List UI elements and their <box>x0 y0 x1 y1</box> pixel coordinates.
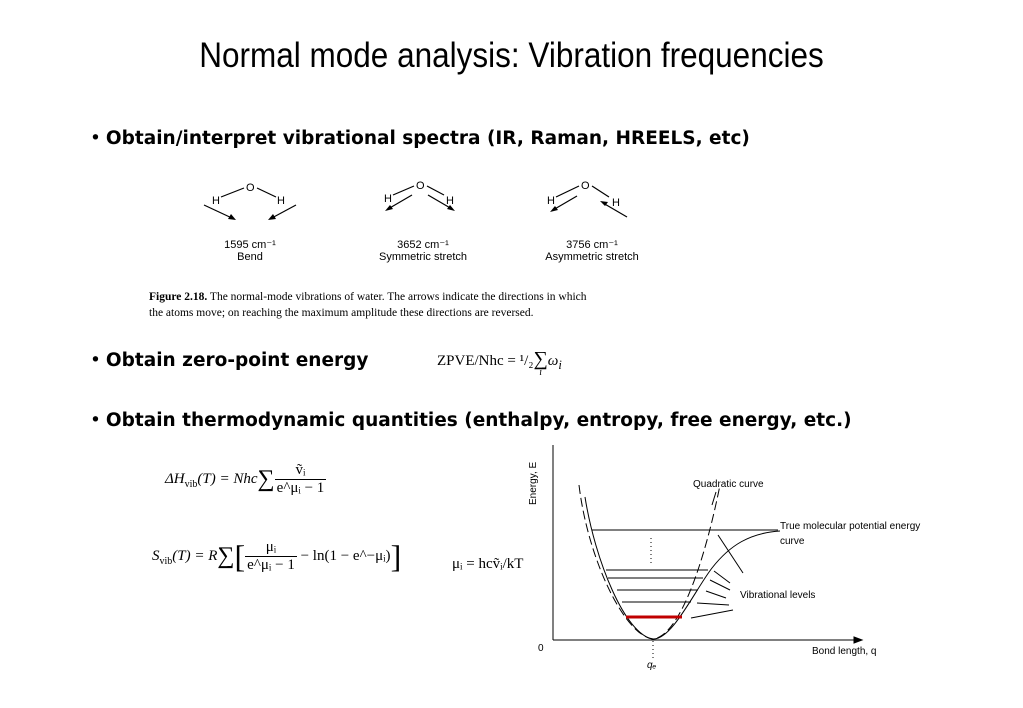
origin-label: 0 <box>538 643 544 654</box>
bullet-text: Obtain zero-point energy <box>105 350 369 371</box>
mode-name: Symmetric stretch <box>378 251 467 263</box>
bullet-marker: • <box>90 350 101 371</box>
mode-asymmetric-stretch: 3756 cm⁻¹ Asymmetric stretch <box>522 238 662 263</box>
mode-name: Asymmetric stretch <box>545 251 639 263</box>
enthalpy-equation: ΔHvib(T) = Nhc∑ ṽᵢ e^μᵢ − 1 <box>165 462 327 496</box>
figure-caption: Figure 2.18. The normal-mode vibrations … <box>149 289 587 321</box>
sum-symbol: ∑ <box>217 543 235 569</box>
level-pointer-lines <box>690 534 744 619</box>
water-modes-drawing: O H H O H H O H H <box>203 180 628 220</box>
x-axis-arrow-icon <box>853 636 864 644</box>
mode-bend: 1595 cm⁻¹ Bend <box>180 238 320 263</box>
hydrogen-atom: H <box>212 195 220 207</box>
oxygen-atom: O <box>416 180 425 192</box>
caption-text: the atoms move; on reaching the maximum … <box>149 307 534 319</box>
bullet-thermo: • Obtain thermodynamic quantities (enthal… <box>90 410 852 431</box>
hydrogen-atom: H <box>612 197 620 209</box>
true-curve-label-2: curve <box>780 536 805 547</box>
zpve-equation: ZPVE/Nhc = ¹/₂ ∑ i ωi <box>437 348 562 378</box>
bullet-spectra: • Obtain/interpret vibrational spectra (I… <box>90 128 750 149</box>
entropy-equation: Svib(T) = R∑[μᵢ e^μᵢ − 1 − ln(1 − e^−μᵢ)] <box>152 538 402 574</box>
true-curve-label: True molecular potential energy <box>780 521 921 532</box>
x-axis-label: Bond length, q <box>812 646 877 657</box>
caption-label: Figure 2.18. <box>149 291 208 303</box>
bullet-text: Obtain/interpret vibrational spectra (IR… <box>105 128 750 149</box>
arrow-icon <box>387 194 413 210</box>
slide-title: Normal mode analysis: Vibration frequenc… <box>199 36 824 75</box>
arrow-icon <box>203 204 235 220</box>
symmetric-stretch-molecule: O H H <box>384 180 455 211</box>
bend-molecule: O H H <box>203 182 297 220</box>
quadratic-curve-label: Quadratic curve <box>693 479 764 490</box>
hydrogen-atom: H <box>446 195 454 207</box>
vibrational-levels-label: Vibrational levels <box>740 590 816 601</box>
oxygen-atom: O <box>246 182 255 194</box>
true-potential-curve <box>584 496 781 640</box>
caption-text: The normal-mode vibrations of water. The… <box>209 291 587 303</box>
asymmetric-stretch-molecule: O H H <box>547 180 628 218</box>
mode-symmetric-stretch: 3652 cm⁻¹ Symmetric stretch <box>353 238 493 263</box>
mode-frequency: 1595 cm⁻¹ <box>224 239 276 251</box>
hydrogen-atom: H <box>547 195 555 207</box>
vibrational-levels <box>592 529 778 603</box>
y-axis-label: Energy, E <box>528 461 539 505</box>
bullet-marker: • <box>90 128 101 149</box>
sum-symbol: ∑ <box>533 348 548 370</box>
arrow-icon <box>427 194 453 210</box>
mu-definition: μᵢ = hcṽᵢ/kT <box>452 556 524 572</box>
sum-symbol: ∑ <box>257 466 275 492</box>
mode-frequency: 3652 cm⁻¹ <box>397 239 449 251</box>
hydrogen-atom: H <box>277 195 285 207</box>
equilibrium-bond-length-label: qₑ <box>647 660 657 671</box>
mode-frequency: 3756 cm⁻¹ <box>566 239 618 251</box>
bullet-zpe: • Obtain zero-point energy <box>90 350 368 371</box>
bullet-text: Obtain thermodynamic quantities (enthalp… <box>105 410 852 431</box>
quadratic-curve <box>578 484 721 640</box>
arrow-icon <box>602 202 628 218</box>
bullet-marker: • <box>90 410 101 431</box>
hydrogen-atom: H <box>384 193 392 205</box>
oxygen-atom: O <box>581 180 590 192</box>
mode-name: Bend <box>237 251 263 263</box>
arrow-icon <box>552 195 578 211</box>
